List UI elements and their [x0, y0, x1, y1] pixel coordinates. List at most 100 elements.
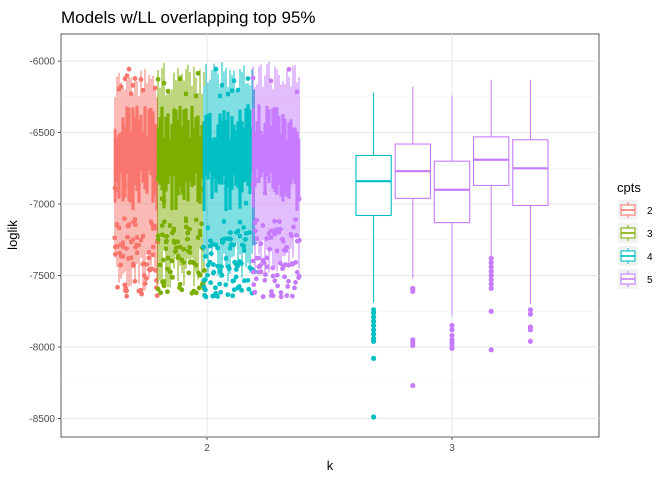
dense-outlier — [211, 269, 217, 275]
dense-outlier — [202, 277, 208, 282]
dense-outlier — [196, 285, 202, 291]
dense-outlier — [181, 260, 186, 265]
outlier-point — [371, 327, 377, 333]
dense-outlier-top — [219, 82, 225, 88]
dense-outlier-top — [213, 66, 219, 72]
dense-outlier — [169, 274, 175, 280]
dense-outlier — [272, 278, 278, 284]
dense-outlier — [289, 293, 295, 299]
outlier-point — [449, 327, 455, 333]
dense-outlier — [208, 251, 214, 256]
dense-outlier — [238, 261, 244, 266]
dense-outlier-top — [126, 66, 132, 72]
y-tick-label: -7500 — [29, 271, 55, 282]
dense-outlier — [280, 266, 285, 272]
dense-outlier — [226, 266, 232, 272]
dense-outlier — [208, 280, 214, 286]
dense-outlier — [257, 263, 263, 268]
dense-outlier — [260, 223, 266, 228]
dense-outlier — [254, 236, 260, 242]
dense-outlier — [231, 287, 237, 293]
outlier-point — [488, 347, 494, 353]
dense-outlier-top — [235, 87, 241, 93]
dense-outlier — [134, 235, 140, 240]
dense-outlier — [205, 272, 210, 278]
dense-outlier — [284, 293, 290, 298]
dense-outlier — [270, 265, 276, 271]
y-tick-label: -6500 — [29, 128, 55, 139]
dense-outlier — [282, 274, 287, 280]
outlier-point — [488, 285, 494, 291]
dense-outlier — [227, 245, 233, 251]
outlier-point — [371, 318, 377, 324]
dense-outlier — [172, 249, 178, 254]
outlier-point — [410, 382, 416, 389]
outlier-point — [371, 331, 377, 337]
boxplots-k3 — [355, 79, 549, 420]
outlier-point — [488, 281, 494, 287]
dense-outlier — [155, 286, 161, 292]
dense-outlier — [161, 278, 167, 284]
dense-outlier — [120, 253, 126, 259]
dense-outlier — [217, 268, 223, 274]
dense-outlier-top — [231, 78, 237, 84]
chart-title: Models w/LL overlapping top 95% — [61, 8, 316, 27]
dense-outlier — [143, 262, 149, 267]
dense-outlier — [207, 259, 213, 265]
dense-outlier — [277, 226, 283, 232]
dense-outlier — [165, 255, 171, 261]
dense-outlier — [294, 269, 300, 275]
dense-outlier — [237, 233, 243, 239]
dense-outlier — [263, 272, 268, 277]
dense-outlier — [146, 249, 152, 255]
dense-outlier — [123, 246, 129, 251]
dense-outlier — [118, 262, 123, 268]
dense-outlier-mid — [229, 182, 235, 188]
dense-outlier — [136, 242, 141, 248]
dense-outlier — [223, 256, 229, 261]
dense-outlier — [236, 284, 242, 289]
dense-outlier — [285, 284, 291, 289]
dense-outlier — [278, 294, 284, 300]
outlier-point — [527, 307, 534, 313]
dense-outlier — [264, 255, 270, 261]
dense-outlier — [296, 275, 302, 281]
dense-outlier — [134, 250, 140, 256]
outlier-point — [371, 322, 377, 329]
dense-outlier — [164, 266, 170, 272]
dense-outlier-top — [268, 78, 274, 84]
outlier-point — [488, 268, 494, 274]
dense-outlier — [179, 287, 185, 293]
dense-outlier-top — [286, 66, 292, 72]
dense-outlier — [254, 217, 259, 223]
dense-outlier-mid — [296, 196, 302, 202]
dense-outlier — [219, 272, 225, 278]
dense-outlier-mid — [175, 190, 181, 196]
dense-outlier — [213, 285, 218, 291]
dense-outlier — [161, 283, 167, 289]
dense-outlier — [183, 216, 189, 222]
dense-outlier — [160, 257, 166, 263]
legend: cpts 2 3 4 5 — [617, 180, 653, 289]
dense-outlier — [237, 219, 243, 225]
dense-outlier — [122, 282, 128, 288]
dense-outlier-mid — [122, 182, 128, 187]
dense-outlier — [167, 223, 173, 228]
y-axis: -6000 -6500 -7000 -7500 -8000 -8500 — [29, 57, 61, 425]
outlier-point — [371, 338, 377, 344]
dense-outlier — [215, 245, 220, 251]
dense-outlier — [293, 232, 299, 238]
dense-outlier — [230, 293, 235, 299]
dense-outlier-top — [130, 82, 136, 88]
dense-outlier — [184, 236, 190, 242]
dense-outlier — [277, 260, 283, 266]
y-tick-label: -8000 — [29, 342, 55, 353]
dense-outlier — [274, 272, 280, 278]
y-axis-title: loglik — [5, 220, 20, 250]
dense-outlier — [186, 270, 192, 276]
dense-outlier — [197, 272, 203, 278]
dense-outlier — [269, 289, 274, 294]
dense-outlier — [163, 246, 169, 252]
outlier-point — [488, 272, 494, 279]
dense-outlier — [200, 244, 206, 250]
